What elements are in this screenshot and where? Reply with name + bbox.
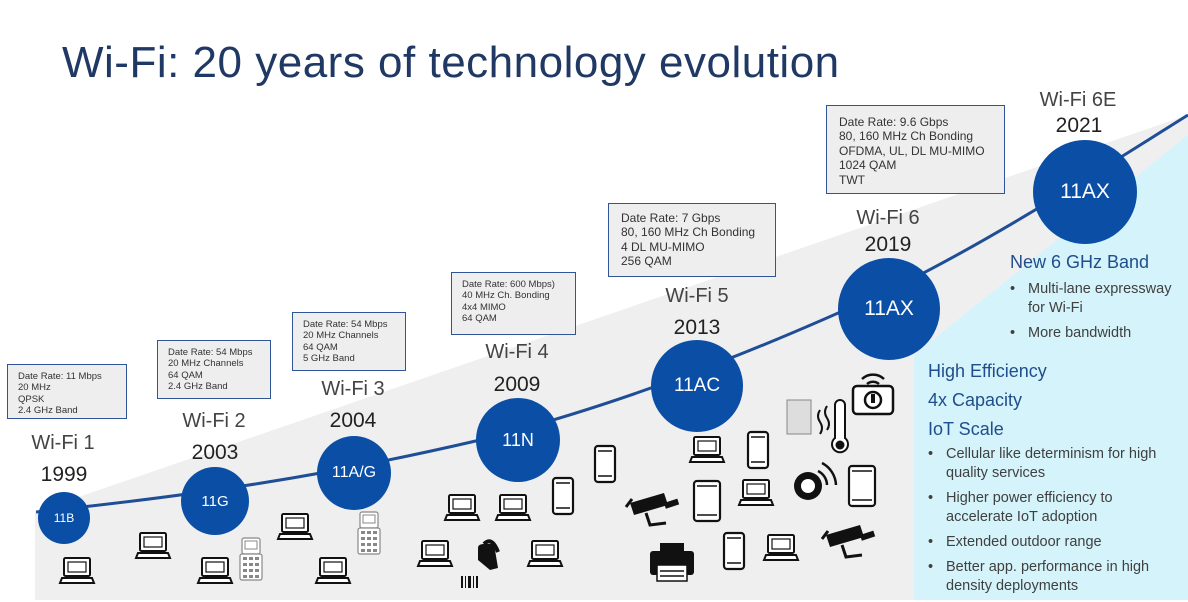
laptop-icon	[278, 514, 312, 539]
wifi-sensor-icon	[853, 375, 893, 414]
laptop-icon	[198, 558, 232, 583]
bullet-item: Extended outdoor range	[926, 533, 1174, 552]
smartphone-icon	[553, 478, 573, 514]
tablet-icon	[694, 481, 720, 521]
laptop-icon	[739, 480, 773, 505]
six-ghz-heading: New 6 GHz Band	[1010, 252, 1149, 273]
capacity-heading: 4x Capacity	[928, 390, 1022, 411]
generation-name: Wi-Fi 6E	[1040, 89, 1117, 112]
standard-circle-11ax-wifi6e: 11AX	[1033, 140, 1137, 244]
laptop-icon	[496, 495, 530, 520]
rugged-handheld-icon	[240, 538, 262, 580]
bullet-item: Cellular like determinism for high quali…	[926, 445, 1174, 483]
laptop-icon	[690, 437, 724, 462]
generation-year: 2021	[1056, 114, 1103, 138]
bullet-item: Multi-lane expressway for Wi-Fi	[1008, 280, 1188, 318]
laptop-icon	[136, 533, 170, 558]
smartphone-icon	[595, 446, 615, 482]
bullet-item: Higher power efficiency to accelerate Io…	[926, 489, 1174, 527]
thermometer-icon	[818, 400, 848, 452]
barcode-scanner-icon	[461, 541, 498, 588]
smartwatch-icon	[794, 463, 836, 500]
rugged-handheld-icon	[358, 512, 380, 554]
bullet-item: Better app. performance in high density …	[926, 558, 1174, 596]
efficiency-bullets: Cellular like determinism for high quali…	[926, 445, 1174, 596]
security-camera-icon	[822, 525, 875, 557]
printer-icon	[650, 543, 694, 581]
device-icons	[0, 0, 900, 602]
laptop-icon	[316, 558, 350, 583]
six-ghz-bullets: Multi-lane expressway for Wi-Fi More ban…	[1008, 280, 1188, 343]
laptop-icon	[764, 535, 798, 560]
tablet-icon	[849, 466, 875, 506]
laptop-icon	[528, 541, 562, 566]
efficiency-heading: High Efficiency	[928, 361, 1047, 382]
security-camera-icon	[626, 493, 679, 525]
laptop-icon	[445, 495, 479, 520]
standard-label: 11AX	[1060, 180, 1110, 204]
laptop-icon	[418, 541, 452, 566]
iot-heading: IoT Scale	[928, 419, 1004, 440]
laptop-icon	[60, 558, 94, 583]
smartphone-icon	[748, 432, 768, 468]
smartphone-icon	[724, 533, 744, 569]
door-sensor-icon	[787, 400, 811, 434]
bullet-item: More bandwidth	[1008, 324, 1188, 343]
